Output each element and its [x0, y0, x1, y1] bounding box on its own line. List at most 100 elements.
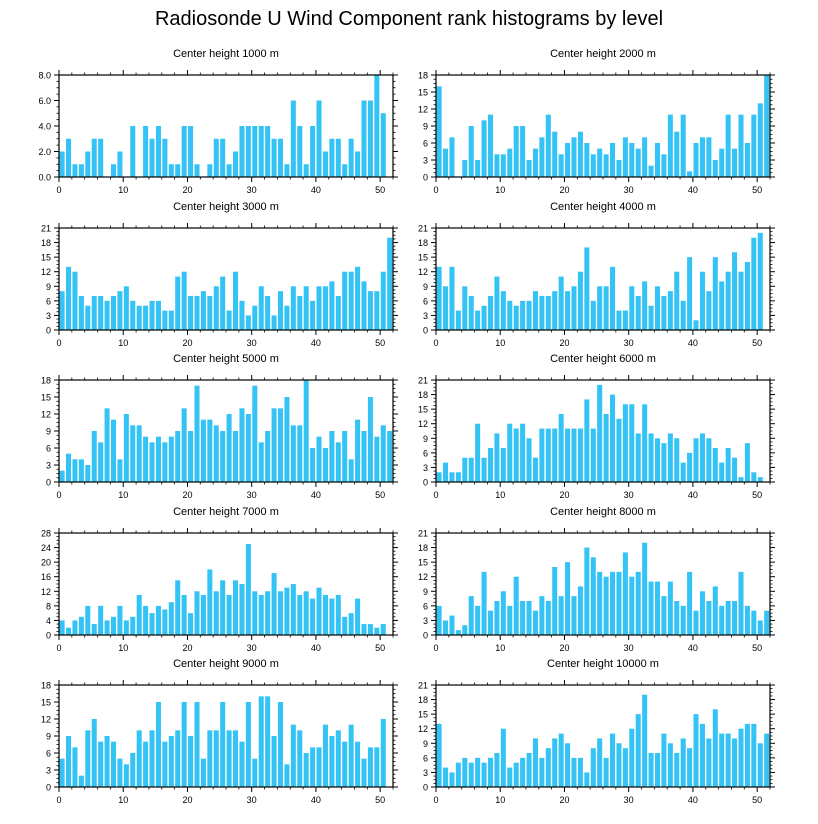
bar	[355, 741, 361, 787]
bar	[468, 126, 474, 177]
chart-panel-1: Center height 1000 m 0.0 2.0 4.0 6.0 8.0 0 10 20…	[38, 48, 398, 195]
bar	[577, 271, 583, 330]
bar	[72, 271, 78, 330]
bar	[188, 736, 194, 787]
bar	[712, 709, 718, 787]
x-tick-label: 40	[688, 795, 698, 805]
x-tick-label: 10	[118, 643, 128, 653]
bar	[355, 598, 361, 635]
bar	[162, 741, 168, 787]
bar	[699, 433, 705, 482]
bar	[374, 75, 380, 177]
figure-title: Radiosonde U Wind Component rank histogr…	[154, 8, 664, 30]
bar	[744, 605, 750, 635]
bar	[661, 733, 667, 787]
bar	[520, 601, 526, 635]
bar	[297, 296, 303, 330]
bar	[744, 143, 750, 177]
bar	[764, 610, 770, 635]
bar	[616, 571, 622, 635]
x-tick-label: 50	[752, 795, 762, 805]
bar	[117, 291, 123, 330]
bar	[462, 457, 468, 482]
bar	[757, 232, 763, 330]
bar	[380, 271, 386, 330]
y-tick-label: 0.0	[38, 173, 51, 183]
bar	[481, 571, 487, 635]
x-tick-label: 10	[118, 490, 128, 500]
x-tick-label: 10	[495, 795, 505, 805]
y-tick-label: 12	[41, 410, 51, 420]
bar	[181, 126, 187, 177]
bar	[719, 605, 725, 635]
bar	[136, 594, 142, 635]
bar	[603, 414, 609, 482]
bar	[78, 296, 84, 330]
bar	[539, 757, 545, 787]
y-tick-label: 12	[418, 267, 428, 277]
bar	[693, 610, 699, 635]
bar	[507, 148, 513, 177]
bar	[552, 738, 558, 787]
panel-title: Center height 1000 m	[173, 48, 279, 60]
bar	[181, 408, 187, 482]
bar	[284, 305, 290, 330]
bar	[468, 762, 474, 787]
bar	[622, 137, 628, 177]
bar	[616, 160, 622, 177]
bar	[757, 620, 763, 635]
bar	[374, 291, 380, 330]
bar	[719, 148, 725, 177]
bar	[558, 733, 564, 787]
bar	[213, 425, 219, 482]
bar	[143, 436, 149, 482]
bar	[571, 286, 577, 330]
bar	[277, 591, 284, 635]
y-tick-label: 6	[46, 296, 51, 306]
y-tick-label: 9	[423, 587, 428, 597]
y-tick-label: 9	[423, 282, 428, 292]
bar	[687, 748, 693, 787]
y-tick-label: 3	[46, 311, 51, 321]
bar	[374, 436, 380, 482]
bar	[149, 613, 155, 635]
bar	[481, 305, 487, 330]
bar	[245, 702, 251, 787]
y-tick-label: 6	[423, 753, 428, 763]
bar	[361, 758, 367, 787]
x-tick-label: 20	[182, 643, 192, 653]
bar	[143, 305, 149, 330]
bar	[507, 767, 513, 787]
bar	[532, 610, 538, 635]
bar	[436, 605, 442, 635]
bar	[616, 743, 622, 787]
y-tick-label: 12	[418, 572, 428, 582]
bar	[706, 438, 712, 482]
bar	[361, 624, 367, 635]
y-tick-label: 28	[41, 529, 51, 539]
bar	[104, 736, 110, 787]
bar	[290, 724, 296, 787]
bar	[310, 300, 316, 330]
y-tick-label: 3	[46, 766, 51, 776]
bar	[552, 567, 558, 635]
bar	[59, 151, 65, 177]
y-tick-label: 12	[418, 419, 428, 429]
bar	[271, 408, 277, 482]
y-tick-label: 3	[423, 156, 428, 166]
bar	[680, 114, 686, 177]
x-tick-label: 30	[247, 795, 257, 805]
bar	[507, 300, 513, 330]
bar	[565, 743, 571, 787]
y-tick-label: 21	[418, 529, 428, 539]
bar	[674, 438, 680, 482]
bar	[616, 310, 622, 330]
bar	[642, 137, 648, 177]
bar	[487, 114, 494, 177]
bar	[168, 310, 174, 330]
bar	[436, 266, 442, 330]
bar	[584, 772, 590, 787]
bar	[213, 591, 219, 635]
bar	[443, 462, 449, 482]
bar	[207, 296, 213, 330]
